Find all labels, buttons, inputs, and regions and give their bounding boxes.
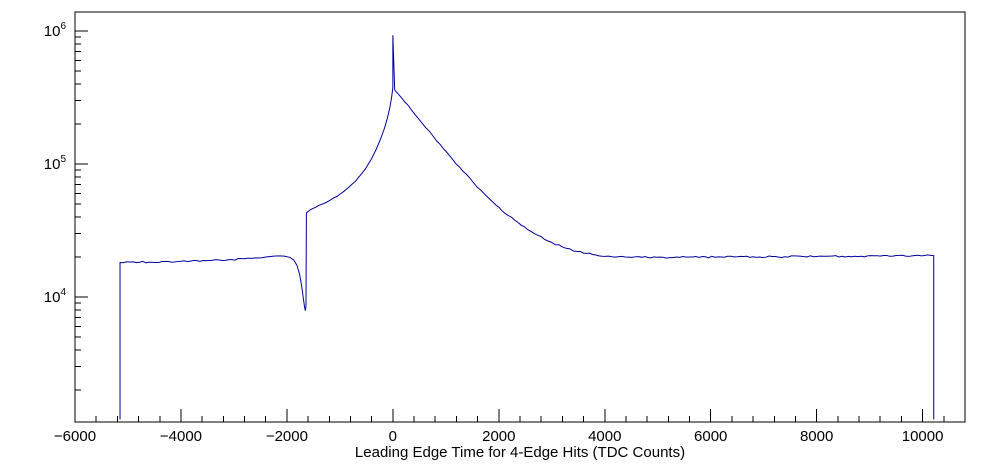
x-tick-label: −4000 bbox=[160, 428, 202, 445]
x-tick-label: 8000 bbox=[800, 428, 833, 445]
histogram-line bbox=[119, 35, 935, 420]
y-axis-labels: 104 105 106 bbox=[44, 21, 67, 306]
x-tick-label: 0 bbox=[389, 428, 397, 445]
y-axis-ticks bbox=[75, 30, 88, 391]
x-tick-label: 2000 bbox=[482, 428, 515, 445]
x-tick-label: 6000 bbox=[694, 428, 727, 445]
x-axis-ticks bbox=[74, 409, 966, 422]
x-axis-labels: −6000 −4000 −2000 0 2000 4000 6000 8000 10000 bbox=[54, 428, 944, 445]
x-tick-label: −2000 bbox=[266, 428, 308, 445]
x-axis-title: Leading Edge Time for 4-Edge Hits (TDC C… bbox=[354, 444, 686, 461]
x-tick-label: 10000 bbox=[902, 428, 944, 445]
y-tick-label: 105 bbox=[44, 154, 67, 173]
y-tick-label: 106 bbox=[44, 21, 67, 40]
x-tick-label: −6000 bbox=[54, 428, 96, 445]
y-tick-label: 104 bbox=[44, 287, 67, 306]
plot-frame bbox=[74, 11, 966, 423]
x-tick-label: 4000 bbox=[588, 428, 621, 445]
